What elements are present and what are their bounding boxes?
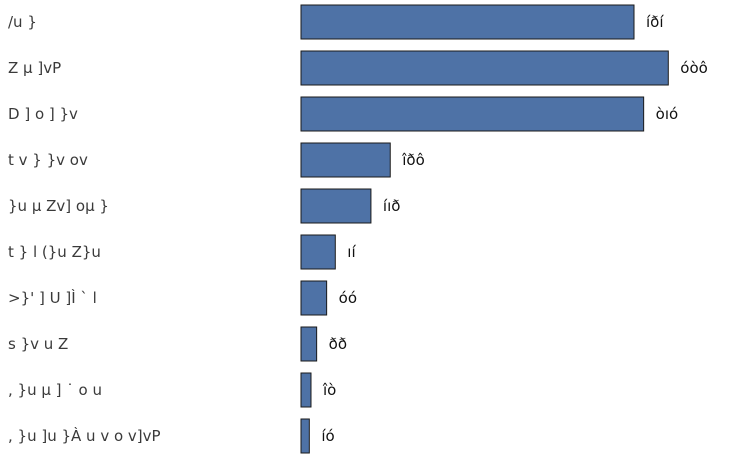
value-label: óó — [339, 289, 357, 307]
category-label: Z µ ]vP — [8, 59, 61, 77]
category-label: D ] o ] }v — [8, 105, 78, 123]
bar — [300, 372, 312, 408]
bar — [300, 50, 669, 86]
value-label: íðí — [646, 13, 664, 31]
bar — [300, 234, 336, 270]
value-label: íó — [321, 427, 334, 445]
bars-group — [300, 4, 669, 454]
bar — [300, 280, 328, 316]
category-label: }u µ Zv] oµ } — [8, 197, 109, 215]
category-label: t } l (}u Z}u — [8, 243, 101, 261]
category-labels: /u } Z µ ]vP D ] o ] }v t v } }v ov }u µ Zv]… — [8, 13, 161, 445]
bar — [300, 142, 391, 178]
bar — [300, 326, 318, 362]
value-labels: íðí óòô òıó îðô íıð ıí óó ðð îò íó — [321, 13, 708, 445]
category-label: , }u ]u }À u v o v]vP — [8, 426, 161, 445]
category-label: t v } }v ov — [8, 151, 88, 169]
bar — [300, 188, 372, 224]
category-label: >}' ] U ]Ì ` l — [8, 288, 97, 307]
value-label: òıó — [656, 105, 679, 123]
value-label: ðð — [329, 335, 347, 353]
value-label: óòô — [680, 59, 708, 77]
bar — [300, 418, 310, 454]
bar — [300, 4, 635, 40]
value-label: îðô — [401, 151, 425, 169]
value-label: îò — [322, 381, 336, 399]
bar — [300, 96, 645, 132]
value-label: íıð — [383, 197, 401, 215]
category-label: s }v u Z — [8, 335, 68, 353]
value-label: ıí — [347, 243, 356, 261]
category-label: , }u µ ] ˙ o u — [8, 381, 102, 399]
category-label: /u } — [8, 13, 37, 31]
